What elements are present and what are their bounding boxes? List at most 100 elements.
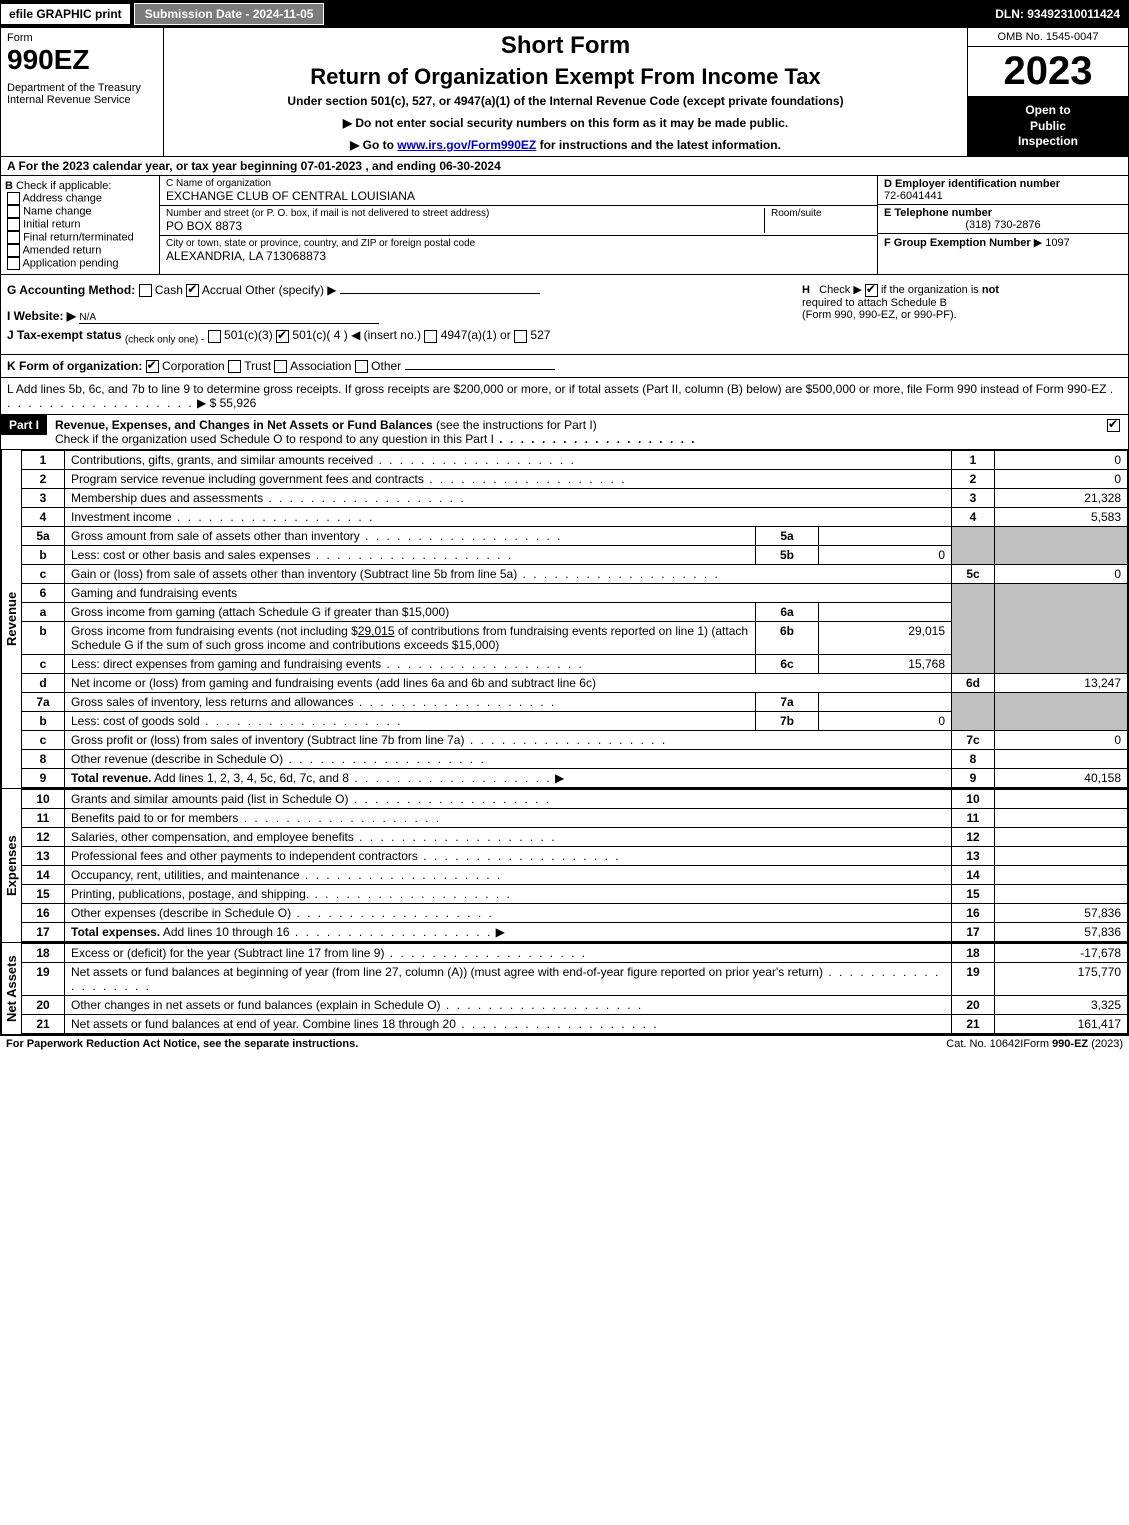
- c-name-label: C Name of organization: [166, 178, 871, 189]
- line-20: 20 Other changes in net assets or fund b…: [22, 996, 1128, 1015]
- c-addr-label: Number and street (or P. O. box, if mail…: [166, 208, 764, 219]
- c-city-label: City or town, state or province, country…: [166, 238, 871, 249]
- footer-left: For Paperwork Reduction Act Notice, see …: [6, 1038, 946, 1050]
- chk-application-pending[interactable]: Application pending: [7, 257, 155, 270]
- cash-label: Cash: [155, 283, 183, 297]
- line-16: 16 Other expenses (describe in Schedule …: [22, 904, 1128, 923]
- section-l: L Add lines 5b, 6c, and 7b to line 9 to …: [0, 378, 1129, 415]
- b-label: Check if applicable:: [16, 180, 111, 192]
- ein-value: 72-6041441: [884, 190, 1122, 202]
- line-6: 6 Gaming and fundraising events: [22, 584, 1128, 603]
- j-opt4: 527: [530, 328, 550, 342]
- line-12: 12 Salaries, other compensation, and emp…: [22, 828, 1128, 847]
- submission-date: Submission Date - 2024-11-05: [134, 3, 325, 25]
- org-city: ALEXANDRIA, LA 713068873: [166, 249, 871, 263]
- chk-other-org[interactable]: [355, 360, 368, 373]
- phone-value: (318) 730-2876: [884, 219, 1122, 231]
- h-not: not: [982, 284, 999, 296]
- revenue-section: Revenue 1 Contributions, gifts, grants, …: [0, 450, 1129, 789]
- expenses-side-label: Expenses: [1, 789, 21, 942]
- header-center: Short Form Return of Organization Exempt…: [164, 28, 967, 156]
- net-assets-side-label: Net Assets: [1, 943, 21, 1034]
- org-name: EXCHANGE CLUB OF CENTRAL LOUISIANA: [166, 189, 871, 203]
- open-line1: Open to: [972, 103, 1124, 119]
- section-k: K Form of organization: Corporation Trus…: [0, 355, 1129, 378]
- other-specify-input[interactable]: [340, 293, 540, 294]
- expenses-section: Expenses 10 Grants and similar amounts p…: [0, 789, 1129, 943]
- d-label: D Employer identification number: [884, 178, 1122, 190]
- chk-501c[interactable]: [276, 330, 289, 343]
- irs-link-pre: ▶ Go to: [350, 138, 397, 152]
- chk-527[interactable]: [514, 330, 527, 343]
- chk-schedule-o-part1[interactable]: [1107, 419, 1120, 432]
- open-line2: Public: [972, 119, 1124, 135]
- org-address: PO BOX 8873: [166, 219, 764, 233]
- line-7a: 7a Gross sales of inventory, less return…: [22, 693, 1128, 712]
- form-label: Form: [7, 32, 157, 44]
- revenue-table: 1 Contributions, gifts, grants, and simi…: [21, 450, 1128, 788]
- line-2: 2 Program service revenue including gove…: [22, 470, 1128, 489]
- chk-schedule-b-not-required[interactable]: [865, 284, 878, 297]
- j-label: J Tax-exempt status: [7, 328, 122, 342]
- chk-trust[interactable]: [228, 360, 241, 373]
- form-number: 990EZ: [7, 44, 157, 76]
- website-value: N/A: [79, 312, 379, 324]
- form-title: Return of Organization Exempt From Incom…: [170, 64, 961, 90]
- b-letter: B: [5, 180, 13, 192]
- chk-4947[interactable]: [424, 330, 437, 343]
- form-header: Form 990EZ Department of the Treasury In…: [0, 28, 1129, 157]
- line-11: 11 Benefits paid to or for members 11: [22, 809, 1128, 828]
- header-left: Form 990EZ Department of the Treasury In…: [1, 28, 164, 156]
- line-3: 3 Membership dues and assessments 3 21,3…: [22, 489, 1128, 508]
- open-line3: Inspection: [972, 134, 1124, 150]
- net-assets-table: 18 Excess or (deficit) for the year (Sub…: [21, 943, 1128, 1034]
- section-g: G Accounting Method: Cash Accrual Other …: [7, 283, 782, 346]
- revenue-side-label: Revenue: [1, 450, 21, 788]
- part1-check: [1099, 415, 1128, 435]
- line-8: 8 Other revenue (describe in Schedule O)…: [22, 750, 1128, 769]
- section-b: B Check if applicable: Address change Na…: [1, 176, 160, 274]
- section-c: C Name of organization EXCHANGE CLUB OF …: [160, 176, 877, 274]
- chk-amended-return[interactable]: Amended return: [7, 244, 155, 257]
- e-label: E Telephone number: [884, 207, 1122, 219]
- efile-print-button[interactable]: efile GRAPHIC print: [1, 4, 132, 24]
- chk-initial-return[interactable]: Initial return: [7, 218, 155, 231]
- accrual-label: Accrual: [202, 283, 242, 297]
- net-assets-section: Net Assets 18 Excess or (deficit) for th…: [0, 943, 1129, 1035]
- open-inspection-box: Open to Public Inspection: [968, 96, 1128, 156]
- footer-cat-no: Cat. No. 10642I: [946, 1038, 1023, 1050]
- ein-row: D Employer identification number 72-6041…: [878, 176, 1128, 205]
- other-org-input[interactable]: [405, 369, 555, 370]
- k-label: K Form of organization:: [7, 359, 142, 373]
- line-15: 15 Printing, publications, postage, and …: [22, 885, 1128, 904]
- line-6d: d Net income or (loss) from gaming and f…: [22, 674, 1128, 693]
- phone-row: E Telephone number (318) 730-2876: [878, 205, 1128, 234]
- chk-accrual[interactable]: [186, 284, 199, 297]
- chk-name-change[interactable]: Name change: [7, 205, 155, 218]
- j-opt2: 501(c)( 4 ) ◀ (insert no.): [292, 328, 421, 342]
- section-de: D Employer identification number 72-6041…: [877, 176, 1128, 274]
- line-13: 13 Professional fees and other payments …: [22, 847, 1128, 866]
- chk-corporation[interactable]: [146, 360, 159, 373]
- dln-number: DLN: 93492310011424: [987, 4, 1128, 24]
- j-sub: (check only one) -: [125, 335, 204, 346]
- org-addr-row: Number and street (or P. O. box, if mail…: [160, 206, 877, 236]
- h-text1: if the organization is: [881, 284, 979, 296]
- chk-address-change[interactable]: Address change: [7, 192, 155, 205]
- chk-association[interactable]: [274, 360, 287, 373]
- irs-link[interactable]: www.irs.gov/Form990EZ: [397, 138, 536, 152]
- k-other: Other: [371, 359, 401, 373]
- org-name-row: C Name of organization EXCHANGE CLUB OF …: [160, 176, 877, 206]
- expenses-table: 10 Grants and similar amounts paid (list…: [21, 789, 1128, 942]
- f-arrow-icon: ▶: [1034, 237, 1042, 249]
- chk-final-return[interactable]: Final return/terminated: [7, 231, 155, 244]
- chk-501c3[interactable]: [208, 330, 221, 343]
- h-text2: required to attach Schedule B: [802, 297, 947, 309]
- chk-cash[interactable]: [139, 284, 152, 297]
- info-grid: B Check if applicable: Address change Na…: [0, 176, 1129, 275]
- ssn-warning: ▶ Do not enter social security numbers o…: [170, 116, 961, 130]
- row-gh: G Accounting Method: Cash Accrual Other …: [0, 275, 1129, 355]
- irs-link-line: ▶ Go to www.irs.gov/Form990EZ for instru…: [170, 138, 961, 152]
- other-label: Other (specify) ▶: [245, 283, 336, 297]
- part1-tag: Part I: [1, 415, 47, 435]
